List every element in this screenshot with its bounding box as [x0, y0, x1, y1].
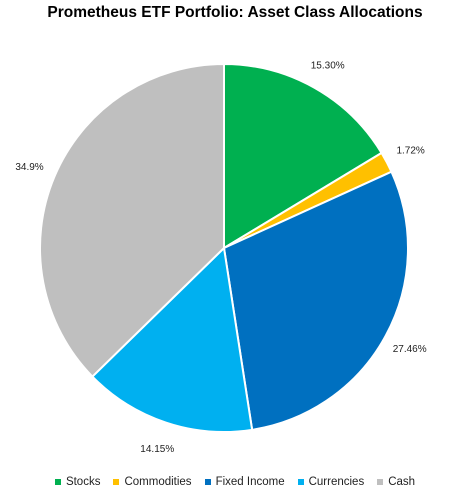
legend-label-stocks: Stocks: [65, 476, 101, 488]
pie-slice-stocks: [223, 62, 383, 250]
legend-swatch-stocks: [54, 479, 61, 485]
data-label-fixed-income: 27.46%: [393, 344, 427, 355]
pie-slice-fixed-income: [222, 170, 409, 431]
legend-label-cash: Cash: [388, 476, 416, 488]
legend-item-stocks: Stocks: [54, 476, 101, 488]
pie-slice-currencies: [90, 245, 254, 433]
legend-swatch-cash: [377, 479, 384, 485]
chart-legend: Stocks Commodities Fixed Income Currenci…: [0, 476, 470, 488]
legend-item-fixed-income: Fixed Income: [204, 476, 285, 488]
data-label-stocks: 15.30%: [311, 60, 345, 71]
legend-swatch-fixed-income: [204, 479, 211, 485]
chart-title: Prometheus ETF Portfolio: Asset Class Al…: [47, 4, 423, 21]
legend-swatch-currencies: [297, 479, 304, 485]
legend-item-commodities: Commodities: [113, 476, 192, 488]
legend-item-cash: Cash: [377, 476, 415, 488]
legend-item-currencies: Currencies: [297, 476, 365, 488]
pie-slice-cash: [39, 62, 225, 378]
legend-label-fixed-income: Fixed Income: [215, 476, 285, 488]
legend-label-commodities: Commodities: [124, 476, 192, 488]
legend-swatch-commodities: [113, 479, 120, 485]
data-label-cash: 34.9%: [15, 162, 43, 173]
data-label-currencies: 14.15%: [140, 444, 174, 455]
legend-label-currencies: Currencies: [308, 476, 365, 488]
pie-chart: 15.30% 1.72% 27.46% 14.15% 34.9%: [15, 60, 427, 455]
data-label-commodities: 1.72%: [396, 146, 424, 157]
